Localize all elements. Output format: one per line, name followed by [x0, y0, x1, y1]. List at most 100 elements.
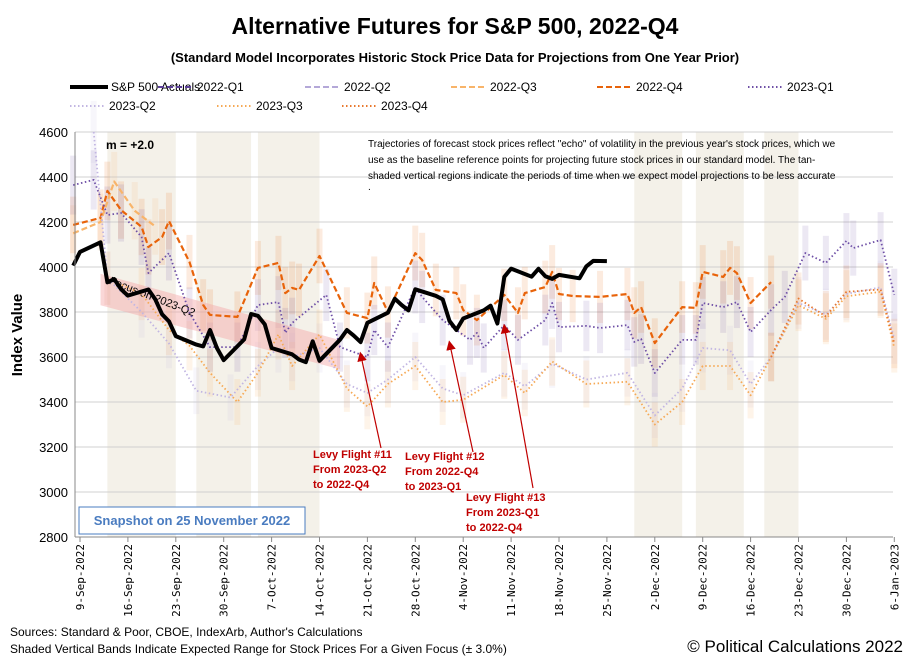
note-line: shaded vertical regions indicate the per… — [368, 171, 836, 182]
x-tick-label: 14-Oct-2022 — [314, 544, 327, 617]
range-bar — [549, 337, 556, 386]
range-bar — [254, 348, 261, 397]
range-bar — [747, 306, 754, 358]
focus-band-shape — [100, 273, 341, 370]
range-bar — [364, 383, 371, 430]
annotation-text: to 2022-Q4 — [466, 522, 523, 534]
x-tick-label: 4-Nov-2022 — [457, 544, 470, 610]
shaded-period — [196, 132, 252, 537]
range-bar — [364, 332, 371, 382]
range-bar — [70, 205, 77, 262]
range-bar — [624, 358, 631, 406]
annotation-text: Levy Flight #12 — [405, 451, 484, 463]
range-bar — [439, 379, 446, 425]
footer-copyright: © Political Calculations 2022 — [687, 637, 903, 656]
snapshot-label: Snapshot on 25 November 2022 — [94, 513, 291, 528]
annotation-text: Levy Flight #11 — [313, 449, 392, 461]
x-tick-label: 28-Oct-2022 — [409, 544, 422, 617]
y-tick-label: 2800 — [39, 530, 68, 545]
series-line-2023-q4 — [770, 288, 896, 358]
range-bar — [467, 315, 474, 365]
range-bar — [542, 260, 549, 314]
m-label: m = +2.0 — [106, 138, 154, 152]
range-bar — [521, 369, 528, 417]
x-tick-label: 18-Nov-2022 — [553, 544, 566, 617]
range-bar — [275, 323, 282, 373]
y-tick-label: 4000 — [39, 260, 68, 275]
legend-label: 2022-Q2 — [344, 80, 391, 94]
footer-bands-note: Shaded Vertical Bands Indicate Expected … — [10, 642, 507, 656]
range-bar — [733, 276, 740, 329]
range-bar — [720, 281, 727, 333]
range-bar — [70, 155, 77, 215]
range-bar — [343, 360, 350, 408]
range-bar — [822, 288, 829, 340]
y-tick-label: 3600 — [39, 350, 68, 365]
note-line: use as the baseline reference points for… — [368, 155, 815, 166]
annotation-text: From 2023-Q1 — [466, 507, 539, 519]
range-bar — [480, 323, 487, 373]
range-bar — [165, 225, 172, 281]
range-bar — [90, 100, 97, 164]
y-tick-label: 3200 — [39, 440, 68, 455]
range-bar — [638, 281, 645, 333]
range-bar — [549, 339, 556, 388]
annotation-text: From 2022-Q4 — [405, 466, 479, 478]
legend-label: 2023-Q3 — [256, 99, 303, 113]
range-bar — [679, 365, 686, 412]
range-bar — [679, 315, 686, 365]
snapshot-box: Snapshot on 25 November 2022 — [78, 506, 306, 535]
range-bar — [193, 367, 200, 415]
range-bar — [234, 379, 241, 425]
range-bar — [254, 279, 261, 331]
range-bar — [343, 365, 350, 412]
x-tick-label: 21-Oct-2022 — [361, 544, 374, 617]
x-tick-label: 2-Dec-2022 — [649, 544, 662, 610]
range-bar — [207, 348, 214, 397]
axes: 2800 3000 3200 3400 3600 3800 4000 4200 4400 4600… — [39, 125, 901, 617]
shaded-period — [107, 132, 176, 537]
y-tick-label: 3000 — [39, 485, 68, 500]
series-lines — [71, 131, 896, 426]
range-bar — [439, 365, 446, 412]
chart-subtitle: (Standard Model Incorporates Historic St… — [171, 50, 739, 65]
range-bar — [419, 270, 426, 324]
y-tick-label: 4200 — [39, 215, 68, 230]
range-bar — [556, 301, 562, 353]
x-tick-label: 16-Sep-2022 — [122, 544, 135, 617]
annotation-text: From 2023-Q2 — [313, 464, 386, 476]
series-line-2023-q2 — [92, 131, 896, 417]
annotation-text: Levy Flight #13 — [466, 492, 545, 504]
y-axis-label: Index Value — [9, 294, 26, 377]
shaded-period — [695, 132, 744, 537]
annotation-arrow — [500, 323, 534, 489]
annotation-arrow — [446, 340, 474, 453]
range-bar — [877, 260, 884, 314]
legend-label: 2022-Q1 — [197, 80, 244, 94]
range-bar — [597, 270, 604, 324]
y-tick-label: 4400 — [39, 170, 68, 185]
range-bar — [692, 282, 699, 334]
x-tick-label: 23-Dec-2022 — [793, 544, 806, 617]
x-tick-label: 6-Jan-2023 — [888, 544, 901, 610]
legend-label: 2023-Q4 — [381, 99, 428, 113]
range-bar — [569, 269, 576, 323]
range-bar — [747, 360, 754, 408]
y-tick-label: 4600 — [39, 125, 68, 140]
range-bar — [323, 268, 330, 322]
range-bar — [138, 267, 145, 321]
range-bar — [521, 362, 528, 410]
range-bar — [891, 323, 898, 373]
range-bar — [795, 279, 802, 332]
annotation-text: to 2023-Q1 — [405, 481, 461, 493]
note-line: Trajectories of forecast stock prices re… — [368, 139, 836, 150]
annotations: Levy Flight #11 From 2023-Q2 to 2022-Q4 Lev… — [313, 323, 545, 534]
range-bar — [118, 181, 125, 239]
x-tick-label: 23-Sep-2022 — [170, 544, 183, 617]
range-bar — [597, 302, 604, 354]
range-bar — [843, 270, 850, 323]
legend-label: S&P 500 Actuals — [111, 80, 200, 94]
range-bar — [850, 220, 857, 276]
x-tick-label: 9-Dec-2022 — [697, 544, 710, 610]
